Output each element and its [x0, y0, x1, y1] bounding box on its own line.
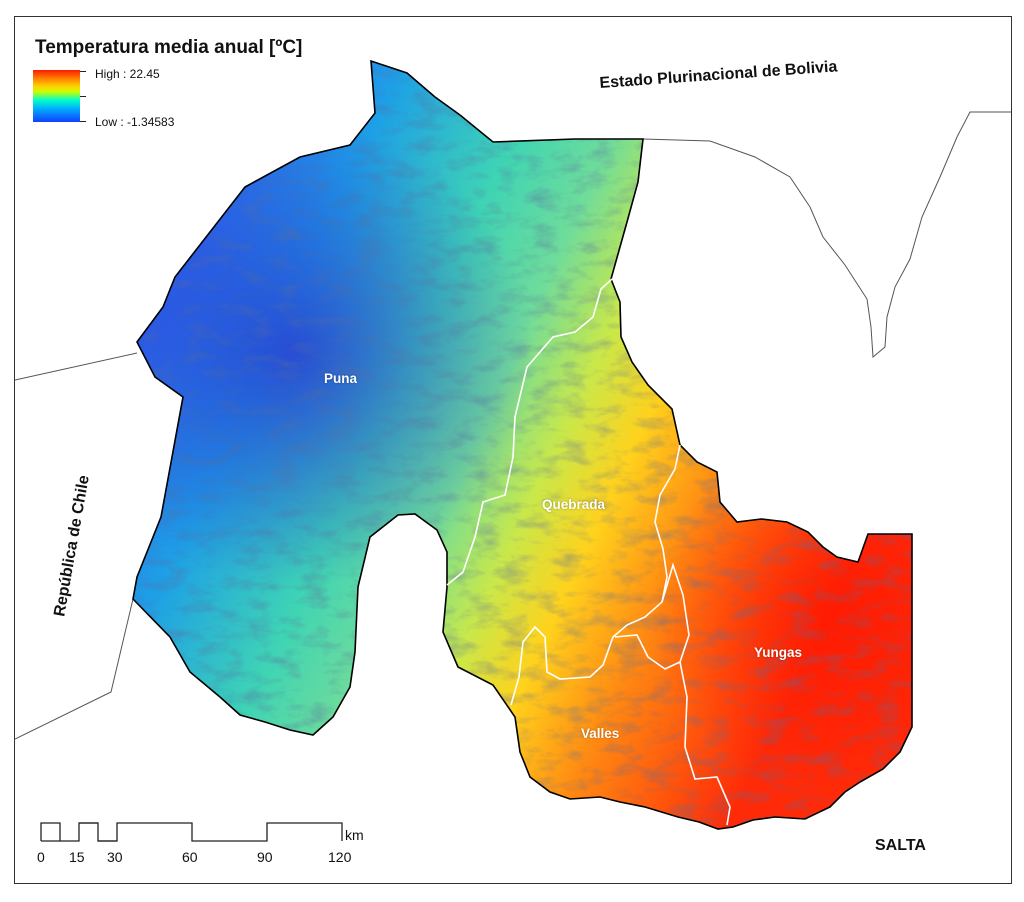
region-label-quebrada: Quebrada: [542, 497, 606, 512]
region-label-yungas: Yungas: [754, 645, 803, 660]
legend-high-label: High : 22.45: [95, 67, 160, 81]
legend-low-label: Low : -1.34583: [95, 115, 175, 129]
legend-tick-low: [80, 121, 86, 122]
scale-tick-15: 15: [69, 849, 85, 865]
scale-bar: [40, 822, 343, 842]
neighbor-boundaries: [15, 111, 1011, 740]
scale-tick-90: 90: [257, 849, 273, 865]
province-jujuy: [133, 61, 912, 829]
scale-tick-30: 30: [107, 849, 123, 865]
legend-tick-mid: [80, 96, 86, 97]
map-frame: Temperatura media anual [ºC] High : 22.4…: [14, 16, 1012, 884]
scale-tick-0: 0: [37, 849, 45, 865]
region-label-valles: Valles: [581, 726, 620, 741]
label-salta: SALTA: [875, 837, 926, 854]
region-boundaries: [446, 278, 731, 826]
scale-tick-120: 120: [328, 849, 352, 865]
legend-title: Temperatura media anual [ºC]: [35, 37, 303, 58]
legend-tick-high: [80, 71, 86, 72]
scale-unit: km: [345, 827, 364, 843]
scale-tick-60: 60: [182, 849, 198, 865]
region-label-puna: Puna: [324, 371, 358, 386]
temperature-map: [15, 60, 1011, 830]
legend-color-ramp: [33, 70, 80, 122]
